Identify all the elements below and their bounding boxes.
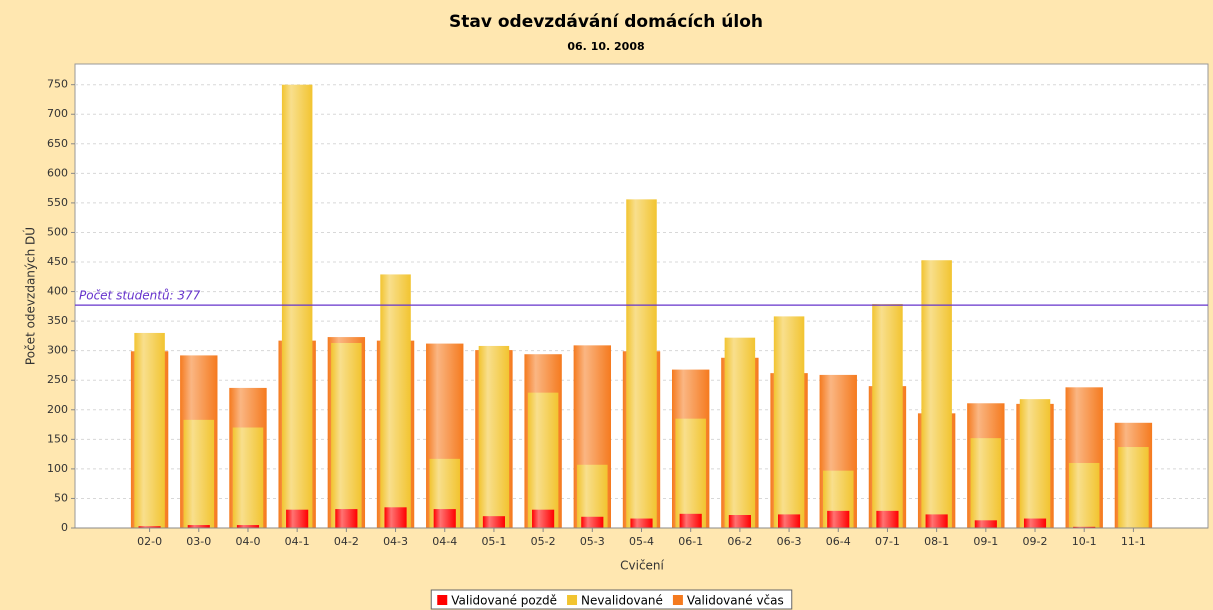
- x-tick-label: 05-3: [580, 535, 605, 548]
- bar: [281, 84, 313, 528]
- x-tick-label: 08-1: [924, 535, 949, 548]
- bar: [532, 509, 555, 528]
- x-tick-label: 09-2: [1023, 535, 1048, 548]
- legend-swatch: [437, 595, 448, 605]
- x-tick-label: 04-2: [334, 535, 359, 548]
- y-tick-label: 0: [61, 521, 68, 534]
- y-tick-label: 600: [47, 166, 68, 179]
- bar: [138, 526, 161, 528]
- bar: [527, 392, 559, 528]
- legend-swatch: [672, 595, 683, 605]
- marker-label: Počet studentů: 377: [79, 289, 201, 303]
- bar: [134, 332, 165, 528]
- bar: [974, 520, 997, 528]
- y-tick-label: 50: [54, 491, 68, 504]
- x-tick-label: 11-1: [1121, 535, 1146, 548]
- bar: [187, 525, 210, 528]
- bar: [380, 274, 411, 528]
- y-tick-label: 650: [47, 137, 68, 150]
- legend-swatch: [567, 595, 578, 605]
- y-tick-label: 200: [47, 403, 68, 416]
- chart-subtitle: 06. 10. 2008: [567, 40, 644, 53]
- bar: [773, 316, 805, 528]
- bar: [675, 418, 706, 528]
- y-tick-label: 450: [47, 255, 68, 268]
- bar: [1073, 526, 1096, 528]
- y-tick-label: 400: [47, 285, 68, 298]
- x-tick-label: 04-3: [383, 535, 408, 548]
- bar: [384, 507, 407, 528]
- y-tick-label: 100: [47, 462, 68, 475]
- bar: [724, 337, 756, 528]
- bar: [679, 513, 702, 528]
- bar: [1068, 462, 1100, 528]
- chart-title: Stav odevzdávání domácích úloh: [449, 12, 763, 32]
- legend-label: Validované pozdě: [451, 594, 557, 608]
- bar: [478, 345, 510, 528]
- x-tick-label: 03-0: [186, 535, 211, 548]
- x-tick-label: 02-0: [137, 535, 162, 548]
- bar: [921, 260, 952, 528]
- bar: [236, 525, 260, 528]
- bar: [630, 518, 653, 528]
- bar: [1019, 399, 1051, 528]
- y-tick-label: 150: [47, 432, 68, 445]
- x-tick-label: 09-1: [973, 535, 998, 548]
- x-tick-label: 04-1: [285, 535, 310, 548]
- y-tick-label: 250: [47, 373, 68, 386]
- y-tick-label: 700: [47, 107, 68, 120]
- y-tick-label: 500: [47, 225, 68, 238]
- y-tick-label: 300: [47, 344, 68, 357]
- x-tick-label: 05-4: [629, 535, 654, 548]
- bar: [778, 514, 801, 528]
- legend: Validované pozdě Nevalidované Validované v…: [430, 589, 793, 610]
- x-axis-label: Cvičení: [620, 559, 664, 573]
- bar: [728, 514, 751, 528]
- y-tick-label: 350: [47, 314, 68, 327]
- bar: [876, 510, 899, 528]
- bar: [433, 509, 456, 528]
- bar: [872, 303, 903, 528]
- x-tick-label: 05-2: [531, 535, 556, 548]
- y-axis-label: Počet odevzdaných DÚ: [23, 227, 38, 365]
- x-tick-label: 05-1: [481, 535, 506, 548]
- bar: [286, 509, 309, 528]
- x-tick-label: 07-1: [875, 535, 900, 548]
- x-tick-label: 06-3: [777, 535, 802, 548]
- bar: [183, 419, 215, 528]
- x-tick-label: 06-2: [727, 535, 752, 548]
- x-tick-label: 06-1: [678, 535, 703, 548]
- bar: [232, 427, 264, 528]
- bar: [626, 199, 657, 528]
- bar: [925, 514, 948, 528]
- legend-label: Validované včas: [687, 594, 784, 608]
- y-tick-label: 550: [47, 196, 68, 209]
- bar: [482, 516, 505, 528]
- legend-box: [430, 589, 793, 610]
- x-tick-label: 04-4: [432, 535, 457, 548]
- bar: [970, 438, 1002, 528]
- x-tick-label: 10-1: [1072, 535, 1097, 548]
- bar: [335, 509, 358, 528]
- legend-label: Nevalidované: [581, 594, 663, 608]
- y-tick-label: 750: [47, 78, 68, 91]
- bar: [1023, 518, 1047, 528]
- bar: [827, 510, 850, 528]
- bar: [1118, 447, 1149, 528]
- x-tick-label: 04-0: [235, 535, 260, 548]
- bar: [331, 342, 362, 528]
- bar: [581, 516, 604, 528]
- x-tick-label: 06-4: [826, 535, 851, 548]
